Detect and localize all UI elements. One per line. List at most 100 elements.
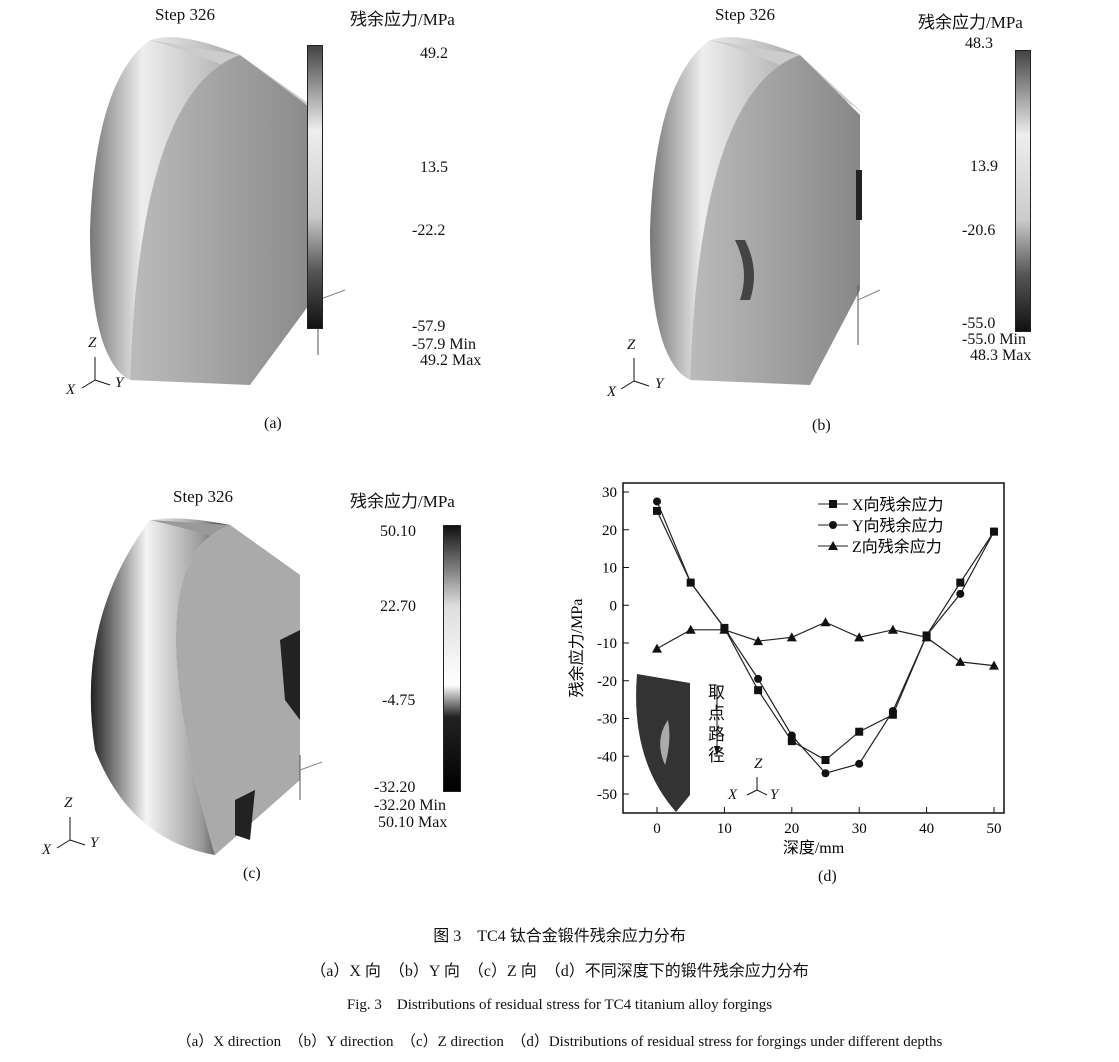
- legend-title: 残余应力/MPa: [350, 492, 455, 511]
- panel-label: (c): [243, 865, 261, 882]
- legend-marker-circle: [829, 521, 837, 529]
- y-axis-label: 残余应力/MPa: [567, 599, 586, 698]
- x-tick-label: 10: [717, 821, 732, 837]
- y-tick-label: 20: [602, 523, 617, 539]
- max-label: 49.2 Max: [420, 352, 482, 369]
- data-point-circle: [754, 674, 763, 683]
- y-tick-label: -10: [597, 636, 617, 652]
- data-point-triangle: [820, 617, 831, 627]
- tick: -32.20: [374, 779, 416, 796]
- axis-x: X: [42, 842, 52, 858]
- colorbar: [307, 45, 323, 329]
- caption-en-title: Fig. 3 Distributions of residual stress …: [346, 997, 773, 1013]
- tick: -4.75: [382, 692, 416, 709]
- y-tick-label: -50: [597, 787, 617, 803]
- plot-frame: [622, 482, 1005, 814]
- axis-z: Z: [754, 756, 763, 772]
- y-tick-label: -20: [597, 674, 617, 690]
- data-point-circle: [888, 706, 897, 715]
- tick: -20.6: [962, 222, 996, 239]
- data-point-circle: [821, 769, 830, 778]
- tick: 13.9: [970, 158, 998, 175]
- y-tick-label: 30: [602, 485, 617, 501]
- series-line-triangle: [656, 621, 995, 667]
- data-point-circle: [956, 589, 965, 598]
- x-tick-label: 0: [653, 821, 661, 837]
- data-point-circle: [855, 759, 864, 768]
- step-label: Step 326: [715, 5, 775, 24]
- y-tick-label: 10: [602, 561, 617, 577]
- max-label: 48.3 Max: [970, 347, 1032, 364]
- legend-label: Y向残余应力: [852, 516, 944, 535]
- data-point-square: [821, 756, 830, 765]
- data-point-circle: [787, 731, 796, 740]
- legend-title: 残余应力/MPa: [918, 13, 1023, 32]
- tick: 50.10: [380, 523, 416, 540]
- panel-label: (a): [264, 415, 282, 432]
- axis-triad-icon: [56, 817, 86, 849]
- data-point-triangle: [786, 632, 797, 642]
- data-point-circle: [653, 497, 661, 506]
- x-axis-label: 深度/mm: [783, 839, 845, 857]
- y-tick-label: -40: [597, 749, 617, 765]
- axis-triad-icon: [81, 357, 111, 389]
- data-point-triangle: [685, 624, 696, 634]
- data-point-circle: [990, 527, 998, 536]
- legend-label: X向残余应力: [852, 495, 944, 514]
- legend-marker-square: [829, 500, 837, 508]
- axis-z: Z: [88, 335, 97, 351]
- axis-triad-icon: [746, 777, 768, 796]
- tick: 48.3: [965, 35, 993, 52]
- step-label: Step 326: [173, 487, 233, 506]
- min-label: -55.0 Min: [962, 331, 1026, 348]
- colorbar: [443, 525, 461, 792]
- inset-highlight: [660, 720, 670, 765]
- x-tick-label: 40: [919, 821, 934, 837]
- y-tick-label: 0: [610, 598, 618, 614]
- panel-label: (d): [818, 868, 837, 885]
- tick: -22.2: [412, 222, 446, 239]
- data-point-square: [956, 578, 965, 587]
- residual-stress-chart: 0 10 20 30 40 50 30 20 10 0 -10 -20 -30 -40 -50 深度/mm 残余…: [567, 482, 1005, 857]
- data-point-square: [653, 506, 661, 515]
- axis-x: X: [66, 382, 76, 398]
- caption-cn-sub: （a）X 向 （b）Y 向 （c）Z 向 （d）不同深度下的锻件残余应力分布: [310, 963, 809, 980]
- step-label: Step 326: [155, 5, 215, 24]
- axis-y: Y: [115, 375, 124, 391]
- x-tick-label: 50: [987, 821, 1002, 837]
- caption-cn-title: 图 3 TC4 钛合金锻件残余应力分布: [433, 928, 686, 945]
- data-point-triangle: [854, 632, 865, 642]
- data-point-triangle: [887, 624, 898, 634]
- axis-z: Z: [64, 795, 73, 811]
- min-label: -57.9 Min: [412, 336, 476, 353]
- data-point-triangle: [652, 643, 662, 653]
- axis-y: Y: [770, 787, 779, 803]
- axis-triad-icon: [620, 358, 650, 390]
- tick: 22.70: [380, 598, 416, 615]
- data-point-square: [754, 686, 763, 695]
- forging-model-render: [90, 518, 323, 855]
- data-point-square: [787, 737, 796, 746]
- colorbar: [1015, 50, 1031, 332]
- min-label: -32.20 Min: [374, 797, 446, 814]
- max-label: 50.10 Max: [378, 814, 448, 831]
- tick: 13.5: [420, 159, 448, 176]
- y-tick-label: -30: [597, 712, 617, 728]
- data-point-square: [855, 727, 864, 736]
- data-point-triangle: [989, 660, 999, 670]
- data-point-triangle: [719, 624, 730, 634]
- tick: 49.2: [420, 45, 448, 62]
- tick: -55.0: [962, 315, 996, 332]
- caption-en-sub: （a）X direction （b）Y direction （c）Z direc…: [176, 1034, 943, 1050]
- x-tick-label: 20: [784, 821, 799, 837]
- tick: -57.9: [412, 318, 446, 335]
- legend-marker-triangle: [828, 541, 838, 550]
- legend-title: 残余应力/MPa: [350, 10, 455, 29]
- data-point-circle: [686, 578, 695, 587]
- legend-label: Z向残余应力: [852, 537, 942, 556]
- data-point-triangle: [955, 656, 966, 666]
- x-tick-label: 30: [852, 821, 867, 837]
- panel-label: (b): [812, 417, 831, 434]
- axis-x: X: [728, 787, 738, 803]
